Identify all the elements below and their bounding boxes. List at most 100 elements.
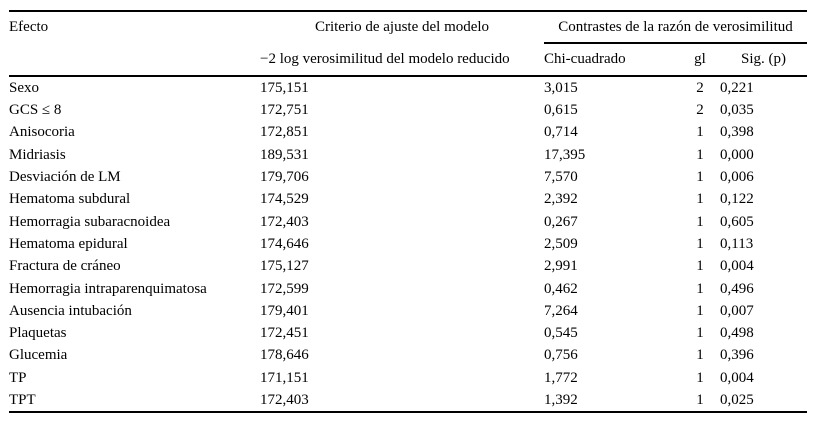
table-row: TP 171,151 1,772 1 0,004	[9, 367, 807, 389]
table-row: Fractura de cráneo 175,127 2,991 1 0,004	[9, 255, 807, 277]
cell-chi: 2,991	[544, 258, 578, 275]
cell-gl: 1	[696, 235, 704, 252]
table-header: Efecto Criterio de ajuste del modelo Con…	[9, 11, 808, 77]
cell-chi: 3,015	[544, 79, 578, 96]
cell-efecto: Hematoma subdural	[9, 191, 131, 208]
cell-chi: 0,756	[544, 347, 578, 364]
cell-efecto: Sexo	[9, 79, 39, 96]
table-row: Desviación de LM 179,706 7,570 1 0,006	[9, 166, 807, 188]
cell-log2: 175,127	[260, 258, 309, 275]
cell-gl: 2	[696, 79, 704, 96]
cell-efecto: Plaquetas	[9, 325, 67, 342]
cell-sig: 0,396	[720, 347, 754, 364]
cell-sig: 0,004	[720, 258, 754, 275]
cell-efecto: Hemorragia subaracnoidea	[9, 213, 171, 230]
table-row: Midriasis 189,531 17,395 1 0,000	[9, 144, 807, 166]
cell-efecto: Hemorragia intraparenquimatosa	[9, 280, 207, 297]
cell-gl: 1	[696, 392, 704, 409]
cell-sig: 0,221	[720, 79, 754, 96]
cell-chi: 1,392	[544, 392, 578, 409]
cell-gl: 1	[696, 169, 704, 186]
cell-chi: 0,462	[544, 280, 578, 297]
cell-gl: 1	[696, 302, 704, 319]
cell-gl: 1	[696, 258, 704, 275]
cell-gl: 2	[696, 102, 704, 119]
table-row: Hemorragia subaracnoidea 172,403 0,267 1 0,6…	[9, 211, 807, 233]
cell-chi: 0,267	[544, 213, 578, 230]
cell-gl: 1	[696, 369, 704, 386]
table-row: GCS ≤ 8 172,751 0,615 2 0,035	[9, 99, 807, 121]
cell-chi: 7,264	[544, 302, 578, 319]
cell-efecto: Anisocoria	[9, 124, 75, 141]
cell-gl: 1	[696, 347, 704, 364]
cell-log2: 172,751	[260, 102, 309, 119]
header-row-groups: Efecto Criterio de ajuste del modelo Con…	[9, 11, 808, 44]
header-neg2log-verosimilitud: −2 log verosimilitud del modelo reducido	[260, 43, 544, 77]
cell-log2: 172,451	[260, 325, 309, 342]
cell-chi: 2,509	[544, 235, 578, 252]
cell-efecto: Desviación de LM	[9, 169, 121, 186]
cell-gl: 1	[696, 325, 704, 342]
header-row-subcolumns: −2 log verosimilitud del modelo reducido…	[9, 43, 808, 77]
cell-log2: 171,151	[260, 369, 309, 386]
cell-log2: 179,706	[260, 169, 309, 186]
cell-sig: 0,398	[720, 124, 754, 141]
table-row: TPT 172,403 1,392 1 0,025	[9, 389, 807, 412]
table-row: Plaquetas 172,451 0,545 1 0,498	[9, 322, 807, 344]
cell-efecto: Midriasis	[9, 146, 66, 163]
cell-gl: 1	[696, 146, 704, 163]
header-chi-cuadrado: Chi-cuadrado	[544, 43, 680, 77]
cell-chi: 17,395	[544, 146, 586, 163]
cell-efecto: Fractura de cráneo	[9, 258, 121, 275]
cell-log2: 172,599	[260, 280, 309, 297]
cell-sig: 0,007	[720, 302, 754, 319]
cell-gl: 1	[696, 124, 704, 141]
cell-efecto: Glucemia	[9, 347, 68, 364]
cell-log2: 189,531	[260, 146, 309, 163]
cell-log2: 172,403	[260, 392, 309, 409]
cell-sig: 0,605	[720, 213, 754, 230]
cell-log2: 179,401	[260, 302, 309, 319]
table-body: Sexo 175,151 3,015 2 0,221 GCS ≤ 8 172,751 0,61…	[9, 76, 807, 412]
header-criterio-group: Criterio de ajuste del modelo	[314, 19, 490, 36]
header-gl: gl	[680, 43, 720, 77]
cell-sig: 0,025	[720, 392, 754, 409]
cell-log2: 174,646	[260, 235, 309, 252]
cell-sig: 0,004	[720, 369, 754, 386]
cell-sig: 0,122	[720, 191, 754, 208]
cell-chi: 7,570	[544, 169, 578, 186]
cell-gl: 1	[696, 213, 704, 230]
cell-chi: 0,545	[544, 325, 578, 342]
cell-sig: 0,113	[720, 235, 754, 252]
cell-log2: 178,646	[260, 347, 309, 364]
cell-chi: 0,615	[544, 102, 578, 119]
cell-log2: 172,851	[260, 124, 309, 141]
cell-sig: 0,000	[720, 146, 754, 163]
cell-sig: 0,496	[720, 280, 754, 297]
cell-gl: 1	[696, 280, 704, 297]
table-row: Sexo 175,151 3,015 2 0,221	[9, 76, 807, 99]
table-row: Hemorragia intraparenquimatosa 172,599 0,4…	[9, 278, 807, 300]
cell-efecto: Ausencia intubación	[9, 302, 132, 319]
table-row: Glucemia 178,646 0,756 1 0,396	[9, 345, 807, 367]
table-row: Hematoma epidural 174,646 2,509 1 0,113	[9, 233, 807, 255]
cell-sig: 0,498	[720, 325, 754, 342]
header-sig-p: Sig. (p)	[720, 43, 808, 77]
table-row: Hematoma subdural 174,529 2,392 1 0,122	[9, 188, 807, 210]
cell-efecto: Hematoma epidural	[9, 235, 128, 252]
table-row: Ausencia intubación 179,401 7,264 1 0,007	[9, 300, 807, 322]
cell-efecto: TPT	[9, 392, 36, 409]
table-row: Anisocoria 172,851 0,714 1 0,398	[9, 122, 807, 144]
header-contrastes-group: Contrastes de la razón de verosimilitud	[544, 11, 808, 44]
cell-chi: 1,772	[544, 369, 578, 386]
cell-efecto: GCS ≤ 8	[9, 102, 62, 119]
cell-sig: 0,006	[720, 169, 754, 186]
cell-sig: 0,035	[720, 102, 754, 119]
likelihood-ratio-contrast-table: Efecto Criterio de ajuste del modelo Con…	[9, 10, 808, 414]
header-efecto-spacer	[9, 43, 260, 77]
cell-chi: 2,392	[544, 191, 578, 208]
cell-efecto: TP	[9, 369, 27, 386]
header-efecto: Efecto	[9, 19, 49, 36]
cell-gl: 1	[696, 191, 704, 208]
